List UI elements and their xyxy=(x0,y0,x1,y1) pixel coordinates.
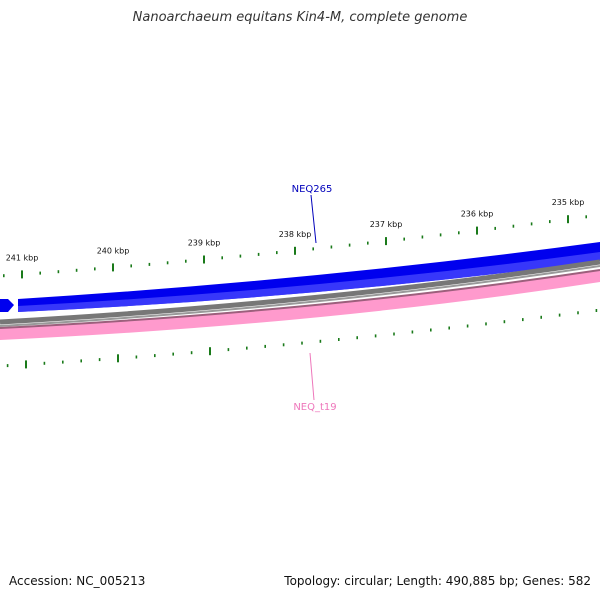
forward-gene-arrow-left[interactable] xyxy=(0,299,14,312)
tick-label: 239 kbp xyxy=(188,239,221,248)
reverse-trna-label[interactable]: NEQ_t19 xyxy=(293,402,336,413)
accession-text: Accession: NC_005213 xyxy=(9,574,146,588)
tick-label: 237 kbp xyxy=(370,220,403,229)
reverse-trna-track-border xyxy=(0,269,600,329)
tick-label: 241 kbp xyxy=(6,253,39,262)
reverse-trna-track[interactable] xyxy=(0,270,600,340)
forward-gene-track[interactable] xyxy=(18,242,600,312)
tick-label: 238 kbp xyxy=(279,230,312,239)
tick-label: 236 kbp xyxy=(461,210,494,219)
genome-summary-text: Topology: circular; Length: 490,885 bp; … xyxy=(284,574,591,588)
map-title: Nanoarchaeum equitans Kin4-M, complete g… xyxy=(132,10,468,25)
tick-label: 240 kbp xyxy=(97,246,130,255)
forward-label-leader xyxy=(310,194,317,244)
forward-gene-label[interactable]: NEQ265 xyxy=(292,184,333,195)
tick-layer: 241 kbp 240 kbp 239 kbp 238 kbp 237 kbp 236 k… xyxy=(2,198,598,369)
reverse-label-leader xyxy=(309,352,315,401)
forward-gene-track-highlight xyxy=(18,252,600,312)
genome-backbone-inner xyxy=(0,265,600,327)
genome-backbone xyxy=(0,259,600,325)
tick-label: 235 kbp xyxy=(552,198,585,207)
